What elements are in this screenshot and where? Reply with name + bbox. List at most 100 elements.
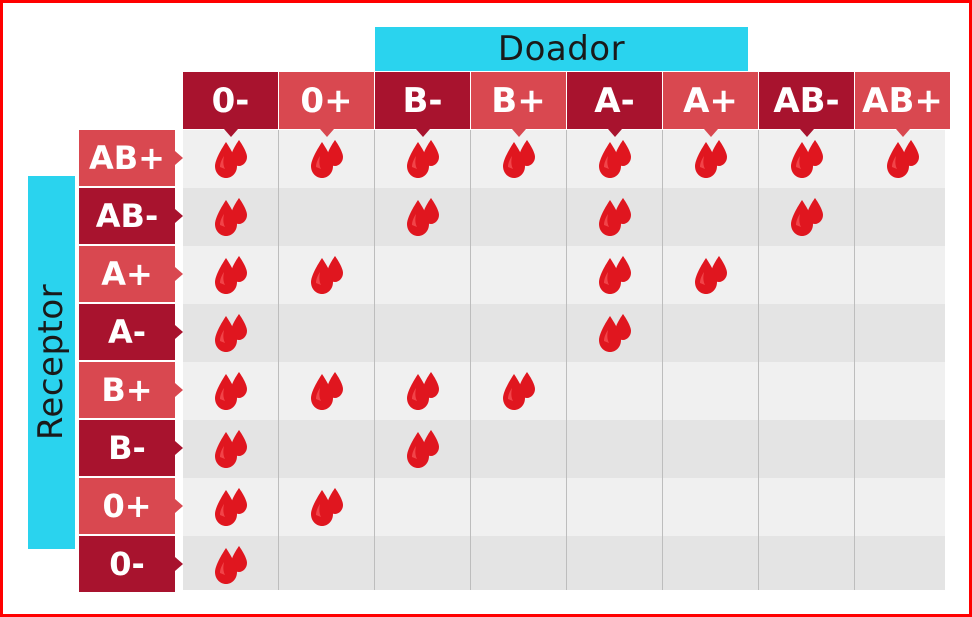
donor-header-AB-: AB- <box>759 72 854 137</box>
compatible-cell <box>567 304 662 360</box>
receiver-label: AB- <box>95 197 159 235</box>
compatible-cell <box>567 246 662 302</box>
donor-header-A+: A+ <box>663 72 758 137</box>
blood-drop-icon <box>499 136 539 180</box>
receiver-axis-title: Receptor <box>31 283 71 441</box>
compatible-cell <box>183 420 278 476</box>
donor-header-0-: 0- <box>183 72 278 137</box>
receiver-header-AB-: AB- <box>79 188 183 244</box>
column-divider <box>662 130 663 590</box>
receiver-header-A-: A- <box>79 304 183 360</box>
blood-drop-icon <box>307 136 347 180</box>
blood-drop-icon <box>211 252 251 296</box>
blood-drop-icon <box>211 194 251 238</box>
column-divider <box>854 130 855 590</box>
header-pointer <box>799 129 814 137</box>
compatible-cell <box>375 420 470 476</box>
blood-drop-icon <box>403 426 443 470</box>
donor-header-B-: B- <box>375 72 470 137</box>
receiver-label: 0- <box>109 545 145 583</box>
header-pointer <box>175 267 183 281</box>
compatible-cell <box>759 188 854 244</box>
compatible-cell <box>375 362 470 418</box>
blood-drop-icon <box>691 136 731 180</box>
header-pointer <box>175 557 183 571</box>
grid-row-background <box>183 362 945 420</box>
compatible-cell <box>183 536 278 592</box>
grid-row-background <box>183 246 945 304</box>
blood-drop-icon <box>307 252 347 296</box>
column-divider <box>758 130 759 590</box>
blood-drop-icon <box>307 368 347 412</box>
receiver-label: B- <box>108 429 146 467</box>
header-pointer <box>175 441 183 455</box>
receiver-label: A+ <box>101 255 153 293</box>
donor-label: B- <box>402 80 443 121</box>
compatible-cell <box>279 478 374 534</box>
header-pointer <box>175 383 183 397</box>
receiver-header-B-: B- <box>79 420 183 476</box>
compatible-cell <box>279 130 374 186</box>
header-pointer <box>895 129 910 137</box>
header-pointer <box>175 325 183 339</box>
blood-drop-icon <box>307 484 347 528</box>
blood-drop-icon <box>403 136 443 180</box>
blood-drop-icon <box>787 194 827 238</box>
compatible-cell <box>183 130 278 186</box>
compatible-cell <box>855 130 950 186</box>
column-divider <box>470 130 471 590</box>
column-divider <box>278 130 279 590</box>
receiver-header-AB+: AB+ <box>79 130 183 186</box>
receiver-label: AB+ <box>89 139 165 177</box>
blood-drop-icon <box>211 484 251 528</box>
donor-header-B+: B+ <box>471 72 566 137</box>
donor-label: B+ <box>491 80 546 121</box>
grid-row-background <box>183 536 945 590</box>
column-divider <box>374 130 375 590</box>
compatible-cell <box>375 188 470 244</box>
receiver-label: B+ <box>101 371 153 409</box>
blood-drop-icon <box>499 368 539 412</box>
blood-drop-icon <box>883 136 923 180</box>
blood-drop-icon <box>595 252 635 296</box>
blood-drop-icon <box>211 136 251 180</box>
blood-drop-icon <box>403 194 443 238</box>
receiver-header-B+: B+ <box>79 362 183 418</box>
blood-drop-icon <box>211 542 251 586</box>
blood-drop-icon <box>403 368 443 412</box>
header-pointer <box>415 129 430 137</box>
donor-label: A+ <box>683 80 738 121</box>
receiver-label: A- <box>107 313 147 351</box>
blood-drop-icon <box>595 136 635 180</box>
blood-drop-icon <box>211 426 251 470</box>
donor-label: 0+ <box>300 80 353 121</box>
compatible-cell <box>567 188 662 244</box>
blood-drop-icon <box>211 368 251 412</box>
compatible-cell <box>279 362 374 418</box>
blood-drop-icon <box>211 310 251 354</box>
compatible-cell <box>375 130 470 186</box>
receiver-header-0-: 0- <box>79 536 183 592</box>
header-pointer <box>223 129 238 137</box>
blood-drop-icon <box>595 194 635 238</box>
header-pointer <box>175 499 183 513</box>
compatible-cell <box>663 246 758 302</box>
donor-axis-title: Doador <box>375 27 748 71</box>
donor-header-0+: 0+ <box>279 72 374 137</box>
grid-row-background <box>183 420 945 478</box>
donor-label: AB+ <box>862 80 943 121</box>
blood-drop-icon <box>595 310 635 354</box>
compatible-cell <box>183 188 278 244</box>
header-pointer <box>703 129 718 137</box>
donor-header-AB+: AB+ <box>855 72 950 137</box>
column-divider <box>566 130 567 590</box>
donor-label: 0- <box>211 80 250 121</box>
header-pointer <box>319 129 334 137</box>
blood-drop-icon <box>787 136 827 180</box>
compatible-cell <box>183 362 278 418</box>
compatible-cell <box>183 246 278 302</box>
compatible-cell <box>471 130 566 186</box>
compatible-cell <box>183 478 278 534</box>
receiver-header-0+: 0+ <box>79 478 183 534</box>
blood-drop-icon <box>691 252 731 296</box>
